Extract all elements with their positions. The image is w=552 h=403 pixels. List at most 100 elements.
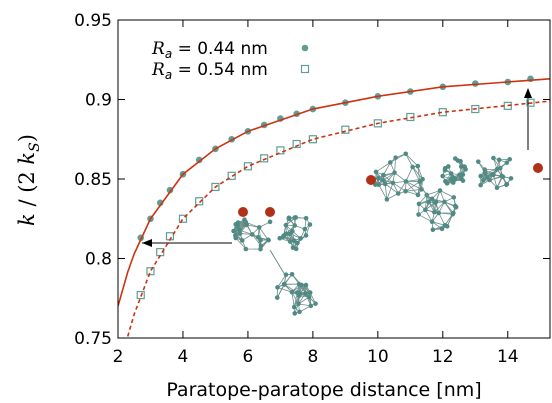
x-tick-label: 10: [367, 347, 389, 367]
bead: [446, 164, 451, 169]
bead: [295, 290, 300, 295]
bead: [233, 235, 239, 241]
bead: [458, 158, 463, 164]
bead: [249, 232, 255, 237]
bead: [460, 172, 466, 177]
bead: [478, 182, 483, 188]
bead: [440, 173, 445, 179]
point: [156, 199, 164, 207]
bead: [373, 169, 379, 175]
bead: [417, 179, 423, 185]
bond: [405, 166, 413, 182]
bond: [426, 190, 441, 196]
bead: [307, 222, 313, 227]
bead: [450, 180, 456, 185]
bead: [451, 195, 457, 200]
bead: [258, 237, 263, 243]
bond: [384, 183, 399, 194]
bead: [281, 281, 287, 287]
bead: [303, 233, 309, 238]
bead: [306, 294, 312, 300]
bead: [410, 164, 415, 170]
x-tick-label: 8: [307, 347, 318, 367]
point: [146, 267, 155, 276]
point: [136, 290, 145, 300]
bead: [267, 219, 273, 225]
x-tick-label: 2: [113, 347, 124, 367]
bead: [475, 159, 481, 164]
bead: [482, 170, 488, 176]
bead: [390, 180, 396, 186]
red-bead: [366, 175, 376, 185]
bead: [266, 237, 271, 243]
bead: [283, 272, 289, 277]
bead: [426, 199, 432, 205]
fit-line: [126, 100, 550, 337]
point: [260, 154, 269, 163]
bead: [258, 243, 264, 249]
bond: [412, 166, 421, 182]
point: [195, 197, 204, 206]
point: [243, 162, 253, 171]
red-bead: [533, 163, 543, 173]
bead: [292, 223, 297, 228]
bead: [281, 233, 286, 238]
bead: [504, 182, 509, 187]
bead: [274, 295, 280, 300]
bead: [478, 173, 483, 179]
bead: [491, 155, 496, 161]
bond: [412, 166, 423, 180]
bond: [390, 153, 406, 163]
point: [178, 214, 188, 223]
bead: [298, 236, 303, 241]
arrow-head: [142, 239, 152, 247]
bond: [251, 234, 262, 247]
fit-line: [118, 78, 550, 307]
bead: [500, 174, 506, 180]
bond: [383, 162, 391, 176]
y-tick-label: 0.85: [74, 170, 112, 190]
bead: [295, 240, 300, 246]
bead: [442, 167, 448, 173]
bead: [289, 289, 295, 295]
bead: [458, 164, 464, 169]
bead: [256, 225, 262, 230]
bead: [239, 238, 245, 243]
bead: [292, 215, 298, 220]
bead: [388, 160, 393, 165]
bead: [403, 151, 409, 157]
bead: [432, 209, 437, 215]
bead: [442, 199, 447, 205]
bead: [403, 179, 409, 184]
arrow-head: [524, 88, 532, 98]
bead: [286, 215, 292, 221]
point: [373, 119, 382, 128]
bond: [386, 182, 394, 200]
bond: [417, 165, 423, 180]
bead: [508, 176, 514, 181]
bead: [423, 207, 428, 213]
legend-label: Ra = 0.44 nm: [151, 39, 268, 61]
plot-frame: [117, 19, 551, 339]
bond: [276, 283, 285, 298]
bond: [405, 181, 419, 196]
bond: [384, 183, 388, 200]
bead: [283, 222, 289, 228]
bond: [378, 184, 388, 200]
bond: [418, 214, 433, 223]
bond: [384, 172, 395, 185]
bond: [235, 237, 247, 250]
bead: [242, 217, 247, 223]
bead: [395, 191, 401, 196]
bond: [293, 292, 298, 308]
point: [195, 156, 203, 164]
bead: [290, 228, 295, 234]
y-tick-label: 0.9: [85, 91, 112, 111]
point: [526, 98, 535, 107]
y-axis-label: k / (2 kS): [15, 134, 43, 226]
bond: [277, 274, 287, 288]
bead: [444, 224, 450, 229]
bond: [392, 182, 406, 192]
bead: [384, 197, 390, 202]
